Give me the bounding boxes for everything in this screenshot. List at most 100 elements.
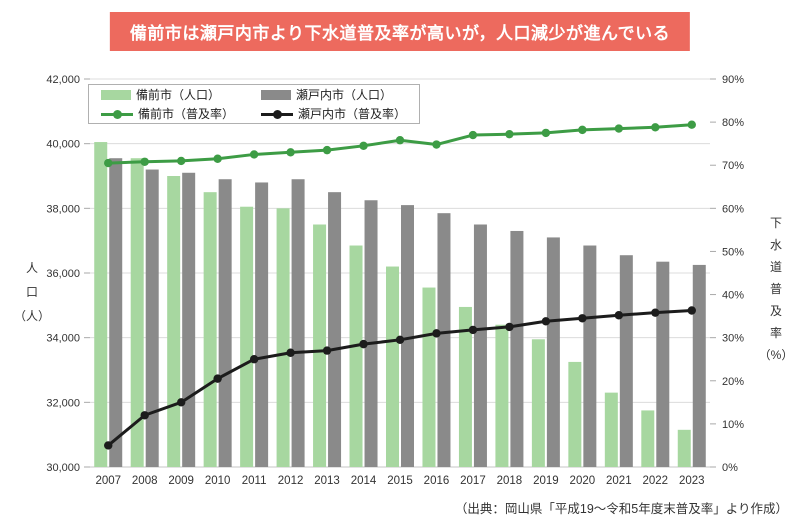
bar-bizen-population bbox=[641, 410, 655, 467]
right-axis-tick-label: 80% bbox=[722, 117, 744, 129]
x-axis-tick-label: 2018 bbox=[497, 475, 523, 487]
point-setouchi-rate bbox=[213, 374, 222, 383]
legend-label: 瀬戸内市（普及率） bbox=[298, 107, 407, 121]
point-setouchi-rate bbox=[541, 317, 551, 326]
left-axis-tick-label: 32,000 bbox=[46, 397, 80, 409]
bar-setouchi-population bbox=[656, 261, 670, 467]
bar-bizen-population bbox=[458, 306, 472, 467]
point-setouchi-rate bbox=[468, 325, 478, 335]
bar-setouchi-population bbox=[583, 245, 597, 467]
bar-bizen-population bbox=[203, 192, 217, 467]
left-axis-tick-label: 42,000 bbox=[46, 74, 80, 86]
source-note: （出典：岡山県「平成19～令和5年度末普及率」より作成） bbox=[454, 502, 788, 516]
bar-bizen-population bbox=[604, 392, 618, 467]
bar-bizen-population bbox=[386, 266, 399, 467]
point-setouchi-rate bbox=[687, 306, 696, 315]
right-axis-tick-label: 50% bbox=[722, 246, 744, 258]
bar-setouchi-population bbox=[255, 182, 269, 467]
bar-bizen-population bbox=[240, 206, 254, 467]
point-setouchi-rate bbox=[651, 308, 660, 317]
x-axis-tick-label: 2007 bbox=[95, 475, 121, 487]
legend-label: 備前市（普及率） bbox=[138, 107, 235, 121]
x-axis-tick-label: 2020 bbox=[570, 475, 596, 487]
bar-bizen-population bbox=[495, 324, 509, 467]
legend-item-setouchi-rate: 瀬戸内市（普及率） bbox=[261, 105, 425, 122]
legend-label: 備前市（人口） bbox=[136, 88, 221, 102]
chart-title: 備前市は瀬戸内市より下水道普及率が高いが，人口減少が進んでいる bbox=[129, 24, 671, 43]
bar-setouchi-population bbox=[182, 172, 196, 467]
setouchi-rate-swatch bbox=[261, 109, 293, 119]
bar-bizen-population bbox=[349, 245, 363, 467]
title-banner: 備前市は瀬戸内市より下水道普及率が高いが，人口減少が進んでいる bbox=[109, 12, 691, 51]
right-axis-tick-label: 60% bbox=[722, 203, 744, 215]
point-setouchi-rate bbox=[359, 339, 368, 349]
right-axis-tick-label: 70% bbox=[722, 160, 744, 172]
bar-setouchi-population bbox=[401, 205, 414, 467]
x-axis-tick-label: 2017 bbox=[460, 475, 486, 487]
bar-bizen-population bbox=[167, 176, 181, 467]
line-setouchi-rate bbox=[107, 309, 692, 447]
point-bizen-rate bbox=[687, 120, 696, 129]
bar-bizen-population bbox=[422, 287, 436, 467]
point-bizen-rate bbox=[578, 125, 587, 135]
right-axis-tick-label: 90% bbox=[722, 74, 744, 86]
point-bizen-rate bbox=[395, 136, 405, 145]
bar-setouchi-population bbox=[473, 224, 487, 467]
legend-item-setouchi-population: 瀬戸内市（人口） bbox=[261, 86, 425, 103]
right-axis-tick-label: 0% bbox=[722, 462, 738, 474]
left-axis-title: 人 口 （人） bbox=[13, 261, 50, 323]
bar-setouchi-population bbox=[328, 192, 342, 467]
right-axis-tick-label: 30% bbox=[722, 333, 744, 345]
x-axis-tick-label: 2008 bbox=[132, 475, 158, 487]
x-axis-tick-label: 2016 bbox=[424, 475, 450, 487]
point-setouchi-rate bbox=[578, 314, 587, 323]
left-axis-tick-label: 30,000 bbox=[46, 462, 80, 474]
legend-item-bizen-population: 備前市（人口） bbox=[101, 86, 261, 103]
point-bizen-rate bbox=[432, 140, 441, 149]
point-bizen-rate bbox=[249, 150, 259, 159]
bar-bizen-population bbox=[130, 158, 144, 467]
left-axis-tick-label: 40,000 bbox=[46, 139, 80, 151]
bizen-population-swatch bbox=[101, 89, 131, 100]
point-bizen-rate bbox=[104, 158, 113, 168]
point-bizen-rate bbox=[140, 157, 149, 166]
point-bizen-rate bbox=[286, 148, 295, 157]
point-setouchi-rate bbox=[395, 335, 405, 345]
bar-bizen-population bbox=[531, 339, 545, 467]
chart-legend: 備前市（人口） 瀬戸内市（人口） 備前市（普及率） 瀬戸内市（普及率） bbox=[88, 84, 420, 124]
point-setouchi-rate bbox=[614, 311, 624, 320]
x-axis-tick-label: 2021 bbox=[606, 475, 632, 487]
x-axis-tick-label: 2011 bbox=[242, 475, 267, 487]
right-axis-tick-label: 40% bbox=[722, 290, 744, 302]
right-axis-title: 下 水 道 普 及 率 （%） bbox=[758, 216, 794, 362]
point-bizen-rate bbox=[322, 145, 332, 155]
x-axis-tick-label: 2013 bbox=[314, 475, 340, 487]
x-axis-tick-label: 2012 bbox=[278, 475, 304, 487]
x-axis-tick-label: 2014 bbox=[351, 475, 377, 487]
point-bizen-rate bbox=[176, 156, 186, 166]
point-bizen-rate bbox=[541, 128, 551, 138]
bar-bizen-population bbox=[677, 429, 691, 467]
legend-label: 瀬戸内市（人口） bbox=[296, 88, 393, 102]
point-bizen-rate bbox=[213, 154, 222, 163]
point-setouchi-rate bbox=[322, 346, 332, 355]
point-setouchi-rate bbox=[140, 411, 149, 420]
point-bizen-rate bbox=[651, 123, 660, 132]
bar-setouchi-population bbox=[546, 237, 560, 467]
setouchi-population-swatch bbox=[261, 89, 291, 100]
bar-setouchi-population bbox=[510, 230, 524, 467]
left-axis-tick-label: 36,000 bbox=[46, 268, 80, 280]
point-setouchi-rate bbox=[249, 355, 259, 364]
x-axis-tick-label: 2023 bbox=[679, 475, 705, 487]
bar-setouchi-population bbox=[145, 169, 159, 468]
bar-bizen-population bbox=[94, 142, 108, 468]
x-axis-tick-label: 2022 bbox=[642, 475, 668, 487]
bar-setouchi-population bbox=[109, 158, 123, 467]
point-setouchi-rate bbox=[286, 348, 295, 357]
point-setouchi-rate bbox=[176, 398, 186, 407]
point-bizen-rate bbox=[614, 124, 624, 133]
bar-bizen-population bbox=[568, 361, 582, 467]
x-axis-tick-label: 2015 bbox=[387, 475, 413, 487]
x-axis-tick-label: 2009 bbox=[168, 475, 194, 487]
